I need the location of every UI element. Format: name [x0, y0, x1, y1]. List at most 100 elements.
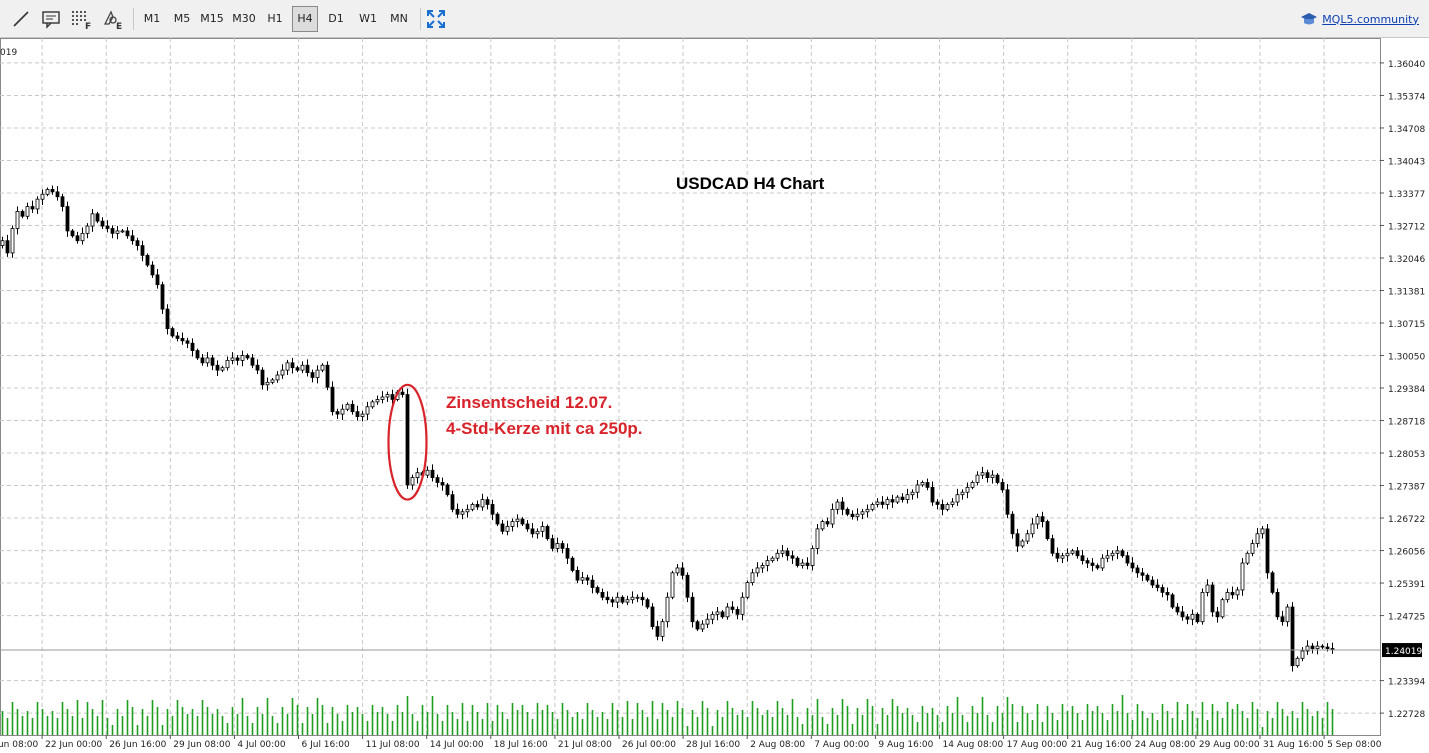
candle-body [60, 196, 65, 207]
candle-body [175, 335, 180, 339]
x-tick-label: 29 Jun 08:00 [173, 740, 230, 750]
candle-body [465, 508, 470, 513]
candle-body [225, 359, 230, 369]
candle-body [280, 369, 285, 376]
candle-body [620, 596, 625, 603]
timeframe-button-m30[interactable]: M30 [232, 12, 256, 25]
candle-body [1145, 574, 1150, 581]
timeframe-button-m5[interactable]: M5 [173, 12, 191, 25]
candle-body [105, 225, 110, 229]
timeframe-button-w1[interactable]: W1 [359, 12, 377, 25]
x-tick-label: 24 Aug 08:00 [1135, 740, 1196, 750]
candle-body [925, 482, 930, 488]
candle-body [580, 577, 585, 581]
candle-body [725, 606, 730, 618]
candle-body [545, 526, 550, 540]
candle-body [1155, 584, 1160, 588]
candle-body [645, 599, 650, 608]
candle-body [1095, 565, 1100, 569]
timeframe-button-m1[interactable]: M1 [143, 12, 161, 25]
candle-body [95, 213, 100, 222]
candle-body [1020, 540, 1025, 547]
candle-body [130, 235, 135, 242]
x-tick-label: 18 Jul 16:00 [494, 740, 548, 750]
y-tick-label: 1.36040 [1388, 60, 1425, 70]
candle-body [750, 572, 755, 584]
candle-body [960, 491, 965, 496]
candle-body [670, 572, 675, 598]
candle-body [1090, 562, 1095, 566]
candle-body [765, 560, 770, 566]
candle-body [10, 228, 15, 254]
candle-body [290, 362, 295, 369]
candle-body [170, 328, 175, 337]
candle-body [70, 230, 75, 237]
candle-body [160, 284, 165, 310]
candle-body [610, 599, 615, 603]
candle-body [1160, 587, 1165, 593]
candle-body [650, 606, 655, 627]
x-tick-label: 7 Aug 00:00 [814, 740, 869, 750]
x-tick-label: 5 Sep 08:00 [1327, 740, 1382, 750]
mql5-community-link[interactable]: MQL5.community [1300, 11, 1419, 27]
candle-body [1280, 616, 1285, 623]
candle-body [155, 274, 160, 286]
candle-body [950, 501, 955, 505]
text-label-tool-icon[interactable] [38, 6, 64, 32]
candle-body [1270, 572, 1275, 593]
candle-body [475, 504, 480, 508]
line-tool-icon[interactable] [8, 6, 34, 32]
timeframe-button-m15[interactable]: M15 [200, 12, 224, 25]
candle-body [75, 235, 80, 242]
timeframe-button-h1[interactable]: H1 [267, 12, 283, 25]
x-tick-label: 21 Jul 08:00 [558, 740, 612, 750]
candle-body [370, 401, 375, 408]
plot-area [0, 38, 1381, 736]
candle-body [275, 374, 280, 381]
candle-body [770, 557, 775, 562]
candle-body [30, 206, 35, 210]
candle-body [200, 357, 205, 364]
x-tick-label: 2 Aug 08:00 [750, 740, 805, 750]
candle-body [795, 557, 800, 566]
timeframe-button-d1[interactable]: D1 [328, 12, 344, 25]
candle-body [640, 596, 645, 601]
candle-body [1305, 645, 1310, 652]
timeframe-button-mn[interactable]: MN [390, 12, 408, 25]
candle-body [230, 357, 235, 361]
x-tick-label: 31 Aug 16:00 [1263, 740, 1324, 750]
candle-body [1140, 572, 1145, 576]
candle-body [245, 355, 250, 359]
svg-text:F: F [85, 22, 91, 30]
chart-toolbar: F E M1 M5 M15 M30 H1 H4 D1 W1 MN MQL5.community [0, 0, 1429, 38]
candle-body [425, 469, 430, 476]
candle-body [1115, 550, 1120, 554]
shapes-tool-icon[interactable]: E [100, 6, 126, 32]
x-tick-label: 21 Jun 08:00 [0, 740, 38, 750]
fibonacci-tool-icon[interactable]: F [68, 6, 94, 32]
candle-body [880, 501, 885, 505]
candle-body [380, 396, 385, 400]
timeframe-button-h4[interactable]: H4 [292, 6, 318, 32]
candle-body [250, 357, 255, 366]
candle-body [780, 550, 785, 554]
x-tick-label: 6 Jul 16:00 [302, 740, 351, 750]
candle-body [190, 342, 195, 351]
x-tick-label: 11 Jul 08:00 [366, 740, 420, 750]
x-tick-label: 28 Jul 16:00 [686, 740, 740, 750]
candle-body [625, 599, 630, 603]
candle-body [35, 198, 40, 210]
candle-body [985, 472, 990, 478]
candle-body [1210, 584, 1215, 613]
candle-body [875, 501, 880, 505]
candle-body [450, 494, 455, 510]
candle-body [720, 611, 725, 618]
candle-body [855, 513, 860, 518]
candle-body [665, 596, 670, 623]
candle-body [100, 220, 105, 227]
fullscreen-icon[interactable] [423, 6, 449, 32]
price-chart[interactable]: 1.36040 1.35374 1.34708 1.34043 1.33377 1.327… [0, 38, 1429, 753]
candle-body [560, 543, 565, 549]
candle-body [1275, 591, 1280, 618]
candle-body [550, 538, 555, 549]
